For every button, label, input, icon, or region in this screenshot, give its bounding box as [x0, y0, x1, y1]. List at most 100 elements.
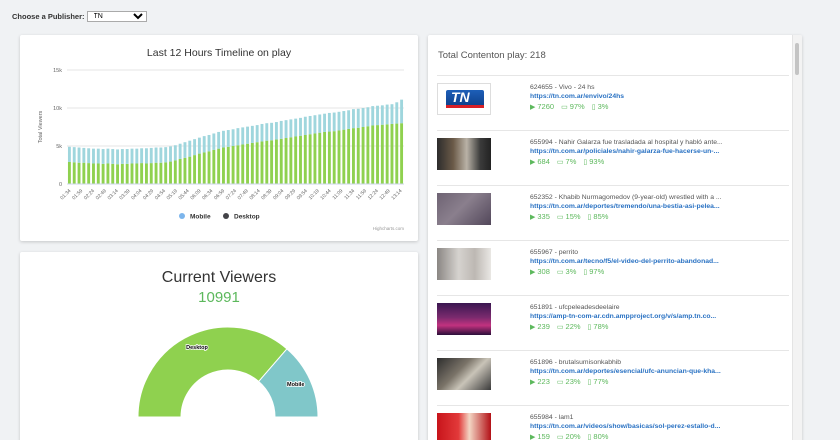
play-circle-icon: ▶: [530, 158, 536, 166]
desktop-bar: [231, 146, 235, 184]
content-item[interactable]: TN 624655 - Vivo - 24 hs https://tn.com.ar…: [437, 75, 789, 130]
x-tick-label: 04:04: [130, 188, 143, 201]
x-tick-label: 12:24: [367, 188, 380, 201]
desktop-bar: [366, 126, 370, 184]
video-thumbnail[interactable]: [437, 413, 491, 440]
publisher-select[interactable]: TN: [86, 11, 147, 22]
desktop-bar: [77, 162, 81, 184]
content-item[interactable]: 652352 - Khabib Nurmagomedov (9-year-old…: [437, 185, 789, 240]
video-thumbnail[interactable]: TN: [437, 83, 491, 115]
content-url-link[interactable]: https://tn.com.ar/deportes/tremendo/una-…: [530, 203, 720, 210]
video-thumbnail[interactable]: [437, 193, 491, 225]
mobile-bar: [193, 139, 197, 156]
desktop-icon: ▭: [556, 433, 564, 440]
desktop-bar: [303, 134, 307, 184]
content-url-link[interactable]: https://tn.com.ar/videos/show/basicas/so…: [530, 423, 721, 430]
content-url-link[interactable]: https://tn.com.ar/policiales/nahir-galar…: [530, 148, 720, 155]
mobile-icon: ▯: [587, 213, 592, 221]
x-tick-label: 10:44: [319, 188, 332, 201]
content-list: TN 624655 - Vivo - 24 hs https://tn.com.ar…: [437, 75, 789, 440]
mobile-bar: [183, 142, 187, 158]
desktop-stat: ▭ 97%: [561, 102, 585, 111]
mobile-bar: [395, 102, 399, 124]
content-stats: ▶ 684 ▭ 7% ▯ 93%: [530, 157, 782, 166]
mobile-bar: [140, 148, 144, 164]
mobile-bar: [164, 147, 168, 163]
content-title: 655967 - perrito: [530, 249, 578, 256]
mobile-bar: [327, 112, 331, 132]
desktop-bar: [323, 131, 327, 184]
mobile-bar: [385, 104, 389, 125]
desktop-bar: [101, 163, 105, 184]
desktop-bar: [82, 162, 86, 184]
mobile-percent: 97%: [589, 267, 605, 276]
video-thumbnail[interactable]: [437, 303, 491, 335]
highcharts-credit[interactable]: Highcharts.com: [372, 226, 404, 231]
x-tick-label: 02:24: [83, 188, 96, 201]
mobile-bar: [96, 148, 100, 164]
mobile-bar: [217, 131, 221, 149]
video-thumbnail[interactable]: [437, 248, 491, 280]
desktop-bar: [169, 161, 172, 184]
desktop-bar: [274, 139, 278, 184]
timeline-card: Last 12 Hours Timeline on play 15k 10k 5k 0…: [20, 35, 418, 241]
content-url-link[interactable]: https://tn.com.ar/deportes/esencial/ufc-…: [530, 368, 721, 375]
desktop-icon: ▭: [556, 378, 564, 386]
plays-value: 308: [537, 267, 550, 276]
mobile-bar: [231, 129, 235, 146]
mobile-bar: [87, 148, 91, 164]
desktop-bar: [371, 125, 375, 184]
x-tick-label: 11:59: [355, 188, 368, 201]
desktop-icon: ▭: [556, 213, 564, 221]
desktop-percent: 3%: [565, 267, 577, 276]
play-circle-icon: ▶: [530, 323, 536, 331]
x-tick-label: 08:14: [249, 188, 262, 201]
content-title: 651891 - ufcpeleadesdeelaire: [530, 304, 620, 311]
content-item[interactable]: 655984 - lam1 https://tn.com.ar/videos/sh…: [437, 405, 789, 440]
desktop-bar: [342, 129, 346, 184]
desktop-bar: [116, 164, 119, 184]
play-circle-icon: ▶: [530, 378, 536, 386]
content-item[interactable]: 651896 - brutalsumisonkabhib https://tn.c…: [437, 350, 789, 405]
video-thumbnail[interactable]: [437, 358, 491, 390]
content-url-link[interactable]: https://tn.com.ar/envivo/24hs: [530, 93, 625, 100]
x-tick-label: 03:39: [118, 188, 131, 201]
video-thumbnail[interactable]: [437, 138, 491, 170]
desktop-percent: 15%: [565, 212, 581, 221]
desktop-stat: ▭ 23%: [557, 377, 581, 386]
legend-label: Mobile: [190, 214, 211, 221]
desktop-bar: [299, 135, 302, 184]
desktop-bar: [202, 152, 206, 184]
mobile-stat: ▯ 85%: [588, 212, 609, 221]
mobile-bar: [361, 108, 365, 127]
plays-stat: ▶ 335: [530, 212, 550, 221]
x-tick-label: 12:49: [379, 188, 392, 201]
content-url-link[interactable]: https://tn.com.ar/tecno/f5/el-video-del-…: [530, 258, 719, 265]
mobile-bar: [111, 149, 115, 164]
mobile-bar: [226, 130, 230, 147]
desktop-bar: [395, 123, 399, 184]
plays-stat: ▶ 239: [530, 322, 550, 331]
mobile-bar: [299, 117, 302, 136]
content-item[interactable]: 655967 - perrito https://tn.com.ar/tecno/…: [437, 240, 789, 295]
desktop-bar: [294, 136, 298, 184]
y-tick-label: 0: [59, 182, 62, 188]
desktop-bar: [376, 125, 379, 184]
mobile-icon: ▯: [587, 378, 592, 386]
mobile-icon: ▯: [583, 268, 588, 276]
desktop-bar: [284, 138, 288, 184]
x-tick-label: 10:19: [308, 188, 321, 201]
play-circle-icon: ▶: [530, 268, 536, 276]
plays-value: 239: [537, 322, 550, 331]
content-item[interactable]: 655994 - Nahir Galarza fue trasladada al…: [437, 130, 789, 185]
mobile-bar: [380, 105, 384, 125]
mobile-stat: ▯ 80%: [588, 432, 609, 440]
desktop-bar: [347, 128, 351, 184]
desktop-bar: [106, 163, 110, 184]
scrollbar-thumb[interactable]: [795, 43, 799, 75]
content-scrollbar[interactable]: [792, 35, 802, 440]
desktop-bar: [140, 163, 144, 184]
mobile-stat: ▯ 77%: [588, 377, 609, 386]
content-item[interactable]: 651891 - ufcpeleadesdeelaire https://amp-…: [437, 295, 789, 350]
content-url-link[interactable]: https://amp-tn-com-ar.cdn.ampproject.org…: [530, 313, 717, 320]
